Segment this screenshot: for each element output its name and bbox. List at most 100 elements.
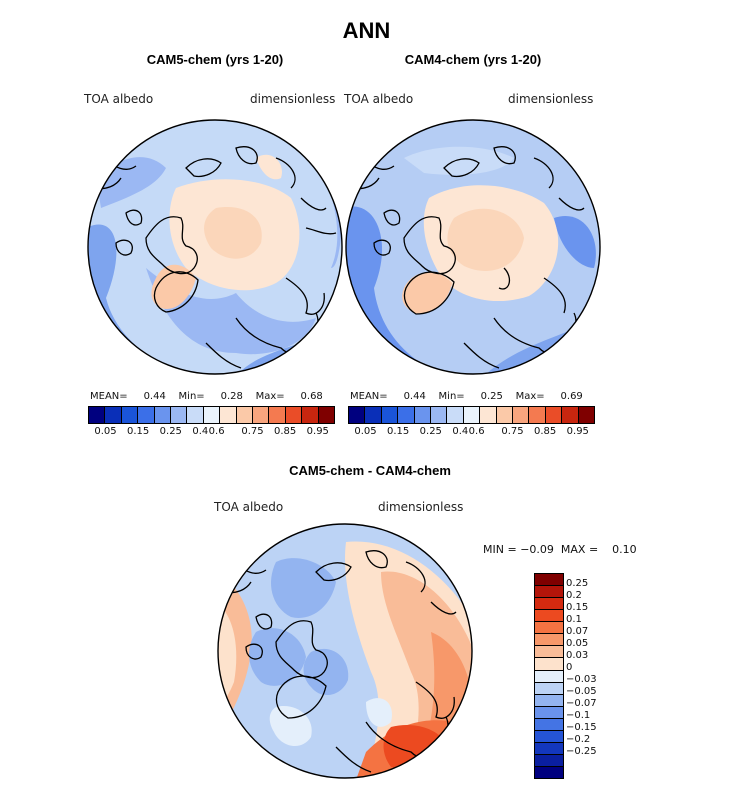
colorbar-swatch — [381, 407, 399, 423]
colorbar-swatch — [414, 407, 432, 423]
colorbar-swatch — [138, 407, 155, 423]
colorbar-swatch — [535, 754, 563, 767]
colorbar-swatch — [447, 407, 464, 423]
colorbar-swatch — [318, 407, 335, 423]
colorbar-swatch — [121, 407, 139, 423]
colorbar-swatch — [431, 407, 448, 423]
colorbar-tick-label: 0.95 — [566, 426, 589, 437]
panel2-max-label: Max= — [515, 391, 545, 402]
panel1-max-label: Max= — [255, 391, 285, 402]
panel1-max-value: 0.68 — [300, 391, 323, 402]
colorbar-swatch — [89, 407, 106, 423]
colorbar-tick-label: 0.6 — [468, 426, 485, 437]
panel1-colorbar — [88, 406, 335, 424]
colorbar-tick-label: −0.2 — [566, 734, 591, 745]
colorbar-tick-label: 0.85 — [534, 426, 557, 437]
colorbar-tick-label: 0.2 — [566, 590, 582, 601]
panel1-variable-label: TOA albedo — [84, 92, 154, 106]
difference-units-label: dimensionless — [378, 500, 464, 514]
panel2-subtitle: CAM4-chem (yrs 1-20) — [404, 52, 542, 67]
colorbar-tick-label: −0.07 — [566, 698, 597, 709]
colorbar-tick-label: 0.85 — [274, 426, 297, 437]
colorbar-tick-label: 0 — [566, 662, 573, 673]
colorbar-swatch — [171, 407, 188, 423]
colorbar-swatch — [535, 742, 563, 755]
difference-min-label: MIN = — [483, 543, 517, 556]
panel2-mean-value: 0.44 — [403, 391, 426, 402]
colorbar-tick-label: 0.4 — [192, 426, 209, 437]
polar-map-difference — [217, 523, 473, 779]
colorbar-swatch — [562, 407, 579, 423]
colorbar-tick-label: 0.15 — [566, 602, 589, 613]
colorbar-swatch — [535, 718, 563, 731]
colorbar-swatch — [535, 598, 563, 611]
colorbar-swatch — [535, 767, 563, 779]
panel1-min-value: 0.28 — [220, 391, 243, 402]
colorbar-tick-label: 0.95 — [306, 426, 329, 437]
colorbar-tick-label: −0.1 — [566, 710, 591, 721]
colorbar-swatch — [105, 407, 122, 423]
colorbar-swatch — [480, 407, 497, 423]
colorbar-tick-label: −0.03 — [566, 674, 597, 685]
panel2-min-value: 0.25 — [480, 391, 503, 402]
panel1-stats: MEAN= 0.44 Min= 0.28 Max= 0.68 — [90, 391, 323, 402]
difference-max-value: 0.10 — [612, 543, 637, 556]
colorbar-swatch — [535, 730, 563, 743]
panel1-mean-label: MEAN= — [90, 391, 128, 402]
panel2-min-label: Min= — [438, 391, 465, 402]
colorbar-tick-label: 0.05 — [94, 426, 117, 437]
panel2-colorbar-ticks: 0.05 0.15 0.25 0.4 0.6 0.75 0.85 0.95 — [348, 426, 593, 440]
difference-subtitle: CAM5-chem - CAM4-chem — [289, 463, 451, 478]
panel1-subtitle: CAM5-chem (yrs 1-20) — [146, 52, 284, 67]
colorbar-swatch — [535, 574, 563, 587]
polar-map-cam5 — [87, 119, 343, 375]
colorbar-swatch — [349, 407, 366, 423]
panel1-colorbar-ticks: 0.05 0.15 0.25 0.4 0.6 0.75 0.85 0.95 — [88, 426, 333, 440]
panel2-max-value: 0.69 — [560, 391, 583, 402]
colorbar-swatch — [535, 658, 563, 671]
panel1-min-label: Min= — [178, 391, 205, 402]
colorbar-swatch — [535, 670, 563, 683]
colorbar-swatch — [535, 586, 563, 599]
colorbar-swatch — [535, 682, 563, 695]
panel2-stats: MEAN= 0.44 Min= 0.25 Max= 0.69 — [350, 391, 583, 402]
figure-title: ANN — [342, 18, 391, 43]
colorbar-swatch — [154, 407, 172, 423]
colorbar-swatch — [253, 407, 270, 423]
colorbar-swatch — [578, 407, 595, 423]
colorbar-tick-label: 0.03 — [566, 650, 589, 661]
colorbar-tick-label: −0.25 — [566, 746, 597, 757]
panel1-units-label: dimensionless — [250, 92, 336, 106]
colorbar-tick-label: 0.05 — [354, 426, 377, 437]
colorbar-swatch — [535, 634, 563, 647]
colorbar-tick-label: 0.25 — [419, 426, 442, 437]
panel2-units-label: dimensionless — [508, 92, 594, 106]
colorbar-swatch — [535, 694, 563, 707]
panel2-variable-label: TOA albedo — [344, 92, 414, 106]
colorbar-tick-label: 0.75 — [501, 426, 524, 437]
colorbar-tick-label: 0.25 — [159, 426, 182, 437]
colorbar-swatch — [513, 407, 530, 423]
colorbar-swatch — [220, 407, 237, 423]
difference-colorbar-ticks: 0.25 0.2 0.15 0.1 0.07 0.05 0.03 0 −0.03 −0.05 −0.… — [566, 573, 626, 777]
panel2-mean-label: MEAN= — [350, 391, 388, 402]
colorbar-swatch — [398, 407, 415, 423]
colorbar-swatch — [535, 610, 563, 623]
colorbar-tick-label: −0.15 — [566, 722, 597, 733]
colorbar-swatch — [302, 407, 319, 423]
colorbar-tick-label: 0.15 — [387, 426, 410, 437]
colorbar-swatch — [545, 407, 563, 423]
colorbar-swatch — [463, 407, 481, 423]
difference-minmax: MIN = −0.09 MAX = 0.10 — [483, 543, 637, 556]
colorbar-swatch — [285, 407, 303, 423]
difference-colorbar — [534, 573, 564, 779]
colorbar-swatch — [187, 407, 204, 423]
panel1-mean-value: 0.44 — [143, 391, 166, 402]
colorbar-tick-label: 0.1 — [566, 614, 582, 625]
difference-max-label: MAX = — [560, 543, 599, 556]
colorbar-swatch — [269, 407, 286, 423]
colorbar-tick-label: 0.75 — [241, 426, 264, 437]
colorbar-swatch — [203, 407, 221, 423]
colorbar-swatch — [365, 407, 382, 423]
colorbar-tick-label: 0.25 — [566, 578, 589, 589]
